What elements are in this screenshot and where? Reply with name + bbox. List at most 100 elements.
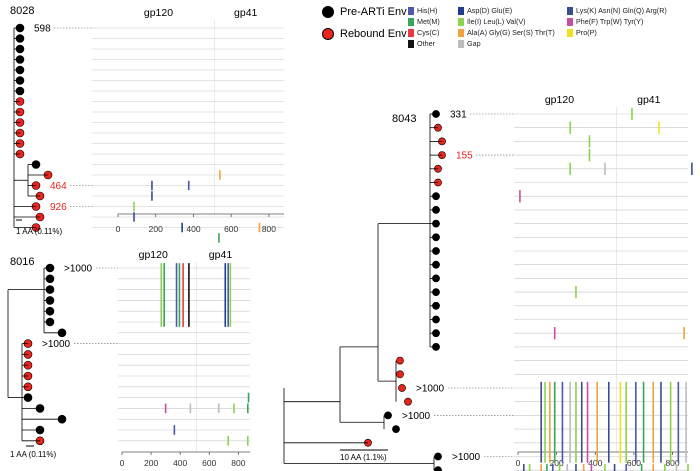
legend-swatch	[408, 39, 414, 48]
mutation-mark	[181, 222, 183, 233]
leaf-count-label: 926	[50, 202, 67, 213]
mutation-mark	[607, 381, 610, 463]
mutation-mark	[575, 464, 577, 471]
mutation-mark	[178, 263, 181, 327]
mutation-mark	[561, 381, 564, 463]
legend-dot	[322, 6, 334, 18]
x-tick-label: 600	[202, 458, 216, 468]
mutation-mark	[233, 403, 235, 414]
legend-swatch	[567, 17, 573, 26]
x-tick-label: 400	[588, 458, 602, 468]
mutation-mark	[218, 233, 220, 243]
mutation-mark	[219, 170, 221, 180]
mutation-mark	[522, 464, 525, 471]
mutation-mark	[677, 381, 680, 463]
scale-bar-label: 1 AA (0.11%)	[16, 227, 62, 236]
legend-swatch	[408, 6, 414, 15]
x-tick-label: 600	[224, 224, 238, 234]
mutation-mark	[642, 381, 645, 463]
mutation-mark	[691, 162, 693, 175]
mutation-mark	[546, 464, 548, 471]
legend-residue-5: Ile(I) Leu(L) Val(V)	[458, 17, 526, 26]
legend-label: Pre-ARTi Env	[340, 6, 407, 18]
mutation-mark	[640, 464, 643, 471]
mutation-mark	[685, 381, 687, 463]
mutation-mark	[566, 464, 569, 471]
mutation-mark	[596, 381, 599, 463]
mutation-mark	[619, 381, 622, 463]
mutation-mark	[133, 201, 135, 212]
x-tick-label: 200	[149, 224, 163, 234]
region-label-gp41: gp41	[637, 94, 661, 106]
legend-residue-label: Ile(I) Leu(L) Val(V)	[467, 17, 526, 26]
mutation-mark	[553, 327, 556, 340]
mutation-mark	[519, 190, 521, 203]
legend-item-pre-arti: Pre-ARTi Env	[322, 6, 407, 18]
mutation-mark	[173, 425, 176, 435]
leaf-count-label: 331	[450, 110, 467, 121]
rebound-leaf	[396, 370, 404, 379]
legend-residue-label: Pro(P)	[576, 28, 597, 37]
mutation-mark	[652, 381, 655, 463]
pre-arti-leaf	[384, 411, 392, 420]
mutation-mark	[575, 381, 577, 463]
x-tick-label: 600	[627, 458, 641, 468]
rebound-leaf	[404, 397, 412, 406]
mutation-mark	[549, 381, 551, 463]
mutation-mark	[658, 121, 660, 134]
pre-arti-leaf	[434, 452, 442, 461]
panel-title-8016: 8016	[10, 256, 34, 268]
mutation-mark	[669, 381, 672, 463]
mutation-mark	[175, 263, 178, 327]
legend-swatch	[567, 6, 573, 15]
x-tick-label: 200	[144, 458, 158, 468]
rebound-leaf	[396, 356, 404, 365]
legend-residue-7: Gap	[458, 39, 481, 48]
legend-residue-label: Ala(A) Gly(G) Ser(S) Thr(T)	[467, 28, 555, 37]
scale-bar-label: 1 AA (0.11%)	[10, 450, 56, 459]
mutation-mark	[187, 180, 190, 191]
tree-8043	[283, 113, 442, 471]
mutation-mark	[604, 464, 606, 471]
legend-label: Rebound Env	[340, 28, 407, 40]
legend-swatch	[408, 28, 414, 37]
x-tick-label: 800	[231, 458, 245, 468]
legend: Pre-ARTi Env Rebound Env His(H) Met(M) Cys(C…	[322, 6, 698, 56]
leaf-count-label: 598	[34, 24, 51, 35]
mutation-mark	[189, 403, 192, 414]
x-tick-label: 0	[516, 458, 521, 468]
mutation-mark	[182, 263, 184, 327]
mutation-mark	[569, 381, 571, 463]
mutation-mark	[163, 263, 165, 327]
legend-residue-0: His(H)	[408, 6, 437, 15]
mutation-mark	[664, 464, 666, 471]
mutation-mark	[586, 381, 589, 463]
legend-swatch	[458, 6, 464, 15]
legend-residue-label: Cys(C)	[417, 28, 440, 37]
mutation-mark	[558, 464, 561, 471]
region-label-gp120: gp120	[144, 7, 173, 19]
legend-residue-label: Other	[417, 39, 435, 48]
legend-swatch	[458, 17, 464, 26]
mutation-mark	[631, 107, 633, 121]
legend-residue-8: Lys(K) Asn(N) Gln(Q) Arg(R)	[567, 6, 667, 15]
panel-title-8043: 8043	[392, 113, 416, 125]
mutation-mark	[224, 263, 227, 327]
mutation-mark	[551, 464, 554, 471]
legend-residue-2: Cys(C)	[408, 28, 439, 37]
mutation-mark	[247, 403, 249, 414]
region-label-gp120: gp120	[139, 249, 168, 261]
legend-swatch	[408, 17, 414, 26]
mutation-mark	[247, 392, 250, 403]
mutation-mark	[582, 464, 585, 471]
legend-residue-10: Pro(P)	[567, 28, 597, 37]
legend-residue-label: His(H)	[417, 6, 438, 15]
mutation-mark	[258, 222, 261, 233]
mutation-mark	[528, 464, 531, 471]
x-tick-label: 200	[550, 458, 564, 468]
legend-dot	[322, 28, 334, 40]
pre-arti-leaf	[434, 466, 442, 471]
mutation-mark	[151, 191, 153, 201]
mutation-mark	[164, 403, 167, 414]
